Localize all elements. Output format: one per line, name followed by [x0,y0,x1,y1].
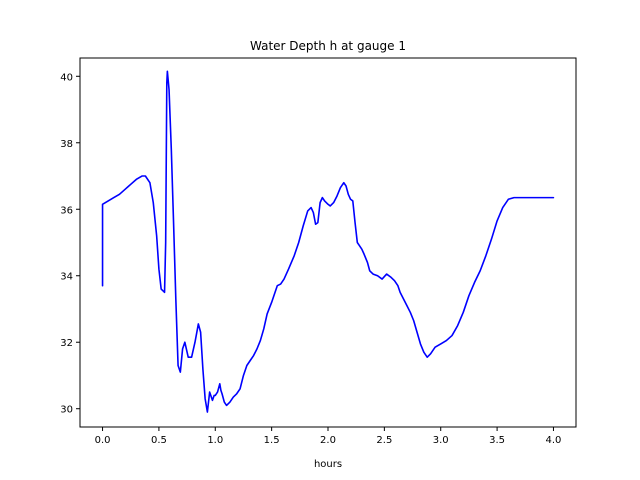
series-line-0 [101,70,555,413]
y-tick-label: 40 [60,72,73,83]
x-tick-label: 1.0 [207,435,223,446]
x-tick-label: 2.0 [320,435,336,446]
x-tick-label: 1.5 [264,435,280,446]
x-tick-label: 2.5 [376,435,392,446]
x-axis-label: hours [314,459,342,470]
plot-area: 0.0 0.5 1.0 1.5 2.0 2.5 3.0 3.5 4.0 30 32 34 36 38 40 [60,57,577,446]
x-tick-label: 3.5 [489,435,505,446]
y-tick-label: 34 [60,272,73,283]
x-tick-label: 0.5 [151,435,167,446]
x-tick-label: 0.0 [95,435,111,446]
y-tick-label: 32 [60,338,73,349]
x-tick-label: 3.0 [433,435,449,446]
y-tick-label: 30 [60,405,73,416]
x-tick-label: 4.0 [546,435,562,446]
y-tick-label: 38 [60,139,73,150]
y-tick-label: 36 [60,205,73,216]
chart-title: Water Depth h at gauge 1 [250,39,406,53]
